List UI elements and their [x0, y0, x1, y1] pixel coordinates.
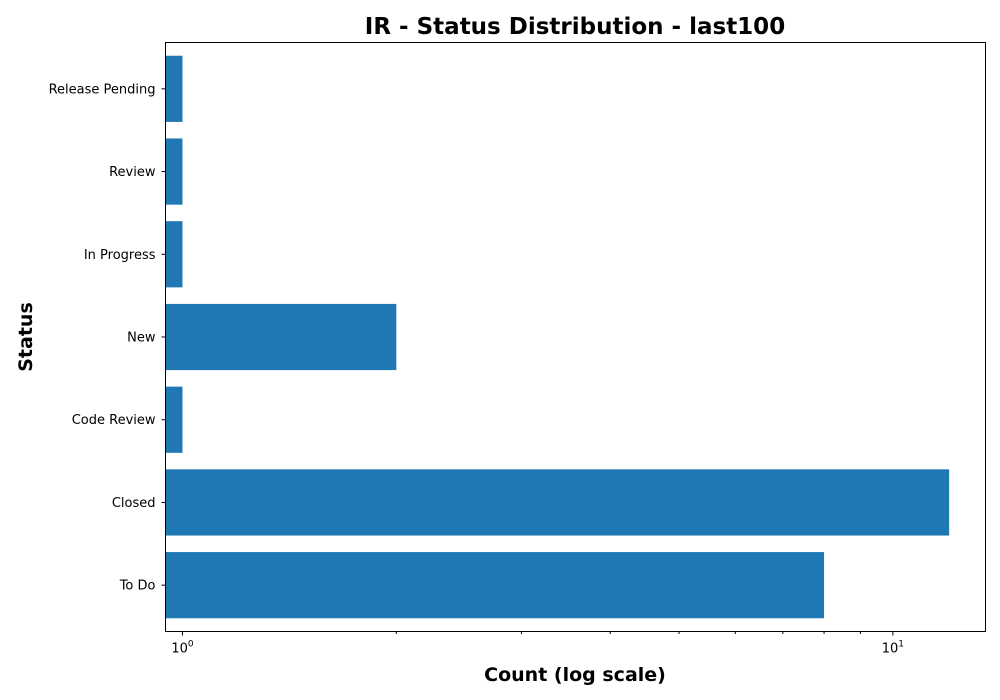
- bars: [165, 55, 950, 619]
- y-tick-label: Code Review: [72, 413, 156, 428]
- bar-code-review: [165, 386, 183, 453]
- bar-new: [165, 303, 397, 371]
- y-axis-label: Status: [15, 302, 37, 372]
- plot-frame: [165, 42, 986, 632]
- y-tick-label: Review: [109, 165, 156, 180]
- bar-to-do: [165, 552, 825, 619]
- chart-title: IR - Status Distribution - last100: [365, 14, 785, 40]
- y-tick-label: Release Pending: [49, 82, 156, 97]
- x-axis-label: Count (log scale): [484, 664, 666, 686]
- x-axis-ticks: 100 101: [171, 631, 904, 657]
- y-axis-ticks: To Do Closed Code Review New In Progress Revi…: [49, 82, 166, 594]
- x-tick-label: 100: [171, 640, 194, 657]
- x-tick-label: 101: [882, 640, 904, 657]
- bar-in-progress: [165, 221, 183, 288]
- y-tick-label: In Progress: [84, 248, 156, 263]
- y-tick-label: To Do: [119, 579, 156, 594]
- bar-closed: [165, 469, 950, 536]
- y-tick-label: Closed: [112, 496, 156, 511]
- y-tick-label: New: [127, 331, 156, 346]
- bar-review: [165, 138, 183, 205]
- bar-release-pending: [165, 55, 183, 122]
